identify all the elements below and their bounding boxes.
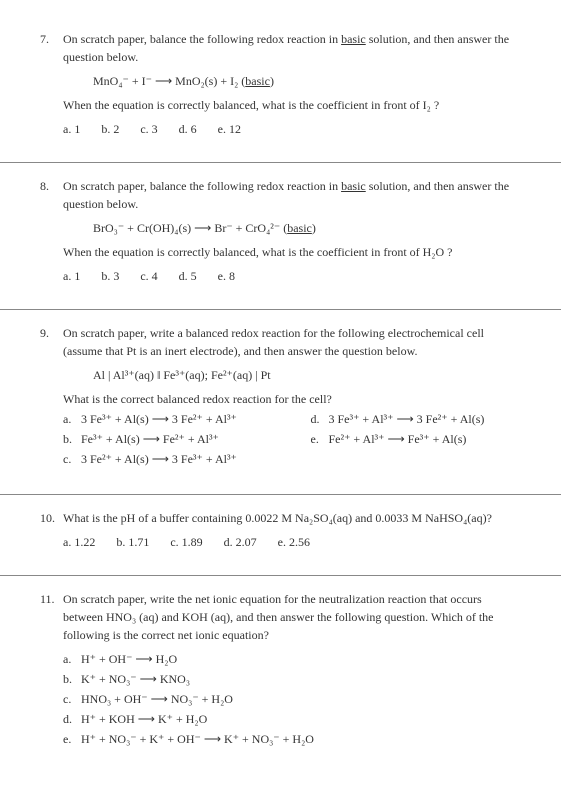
q11-choice-b: K⁺ + NO₃⁻ ⟶ KNO₃ (81, 672, 190, 686)
q8-body: On scratch paper, balance the following … (63, 177, 513, 285)
q8-basic: basic (341, 179, 366, 193)
q10-choice-e: e. 2.56 (278, 535, 310, 549)
q7-choice-c: c. 3 (140, 122, 157, 136)
label-c: c. (63, 450, 81, 468)
q10-choices: a. 1.22 b. 1.71 c. 1.89 d. 2.07 e. 2.56 (63, 533, 513, 551)
q8-number: 8. (40, 177, 60, 195)
q8-choice-c: c. 4 (140, 269, 157, 283)
q11-choice-c: HNO₃ + OH⁻ ⟶ NO₃⁻ + H₂O (81, 692, 233, 706)
q9-equation: Al | Al³⁺(aq) ‖ Fe³⁺(aq); Fe²⁺(aq) | Pt (93, 366, 513, 384)
q11-prompt: On scratch paper, write the net ionic eq… (63, 592, 494, 642)
label-e: e. (311, 430, 329, 448)
q7-choice-a: a. 1 (63, 122, 80, 136)
label-b: b. (63, 430, 81, 448)
label-a: a. (63, 650, 81, 668)
q7-eq-text: MnO₄⁻ + I⁻ ⟶ MnO₂(s) + I₂ ( (93, 74, 245, 88)
q7-eq-close: ) (270, 74, 274, 88)
label-d: d. (63, 710, 81, 728)
q9-body: On scratch paper, write a balanced redox… (63, 324, 513, 470)
q7-eq-basic: basic (245, 74, 270, 88)
q10-body: What is the pH of a buffer containing 0.… (63, 509, 513, 551)
q10-prompt: What is the pH of a buffer containing 0.… (63, 511, 492, 525)
q7-choice-d: d. 6 (179, 122, 197, 136)
q8-eq-close: ) (312, 221, 316, 235)
q11-choice-a: H⁺ + OH⁻ ⟶ H₂O (81, 652, 177, 666)
q7-choice-b: b. 2 (101, 122, 119, 136)
label-b: b. (63, 670, 81, 688)
q7-basic: basic (341, 32, 366, 46)
q9-ask: What is the correct balanced redox react… (63, 390, 513, 408)
q11-choice-e: H⁺ + NO₃⁻ + K⁺ + OH⁻ ⟶ K⁺ + NO₃⁻ + H₂O (81, 732, 314, 746)
q8-choice-a: a. 1 (63, 269, 80, 283)
q7-choices: a. 1 b. 2 c. 3 d. 6 e. 12 (63, 120, 513, 138)
q8-choice-d: d. 5 (179, 269, 197, 283)
q9-choice-a: 3 Fe³⁺ + Al(s) ⟶ 3 Fe²⁺ + Al³⁺ (81, 412, 237, 426)
divider (0, 575, 561, 576)
q7-number: 7. (40, 30, 60, 48)
q8-choice-b: b. 3 (101, 269, 119, 283)
divider (0, 494, 561, 495)
q7-equation: MnO₄⁻ + I⁻ ⟶ MnO₂(s) + I₂ (basic) (93, 72, 513, 90)
label-e: e. (63, 730, 81, 748)
q7-ask: When the equation is correctly balanced,… (63, 96, 513, 114)
question-7: 7. On scratch paper, balance the followi… (40, 30, 521, 138)
q11-choice-d: H⁺ + KOH ⟶ K⁺ + H₂O (81, 712, 207, 726)
q9-choice-b: Fe³⁺ + Al(s) ⟶ Fe²⁺ + Al³⁺ (81, 432, 219, 446)
label-c: c. (63, 690, 81, 708)
label-a: a. (63, 410, 81, 428)
q10-choice-c: c. 1.89 (170, 535, 202, 549)
q8-prompt-a: On scratch paper, balance the following … (63, 179, 341, 193)
q7-prompt-a: On scratch paper, balance the following … (63, 32, 341, 46)
q8-eq-text: BrO₃⁻ + Cr(OH)₄(s) ⟶ Br⁻ + CrO₄²⁻ ( (93, 221, 287, 235)
q11-number: 11. (40, 590, 60, 608)
question-9: 9. On scratch paper, write a balanced re… (40, 324, 521, 470)
q9-choices: a.3 Fe³⁺ + Al(s) ⟶ 3 Fe²⁺ + Al³⁺ b.Fe³⁺ … (63, 408, 513, 470)
q10-number: 10. (40, 509, 60, 527)
q8-eq-basic: basic (287, 221, 312, 235)
q8-ask: When the equation is correctly balanced,… (63, 243, 513, 261)
divider (0, 162, 561, 163)
divider (0, 309, 561, 310)
q9-choice-c: 3 Fe²⁺ + Al(s) ⟶ 3 Fe³⁺ + Al³⁺ (81, 452, 237, 466)
q9-prompt: On scratch paper, write a balanced redox… (63, 326, 484, 358)
q11-body: On scratch paper, write the net ionic eq… (63, 590, 513, 750)
q8-choice-e: e. 8 (218, 269, 235, 283)
question-11: 11. On scratch paper, write the net ioni… (40, 590, 521, 750)
q7-choice-e: e. 12 (218, 122, 241, 136)
question-8: 8. On scratch paper, balance the followi… (40, 177, 521, 285)
q8-choices: a. 1 b. 3 c. 4 d. 5 e. 8 (63, 267, 513, 285)
q9-choice-d: 3 Fe³⁺ + Al³⁺ ⟶ 3 Fe²⁺ + Al(s) (329, 412, 485, 426)
q10-choice-b: b. 1.71 (116, 535, 149, 549)
q8-equation: BrO₃⁻ + Cr(OH)₄(s) ⟶ Br⁻ + CrO₄²⁻ (basic… (93, 219, 513, 237)
q9-number: 9. (40, 324, 60, 342)
question-10: 10. What is the pH of a buffer containin… (40, 509, 521, 551)
q10-choice-a: a. 1.22 (63, 535, 95, 549)
q9-choice-e: Fe²⁺ + Al³⁺ ⟶ Fe³⁺ + Al(s) (329, 432, 467, 446)
label-d: d. (311, 410, 329, 428)
q7-body: On scratch paper, balance the following … (63, 30, 513, 138)
q10-choice-d: d. 2.07 (224, 535, 257, 549)
